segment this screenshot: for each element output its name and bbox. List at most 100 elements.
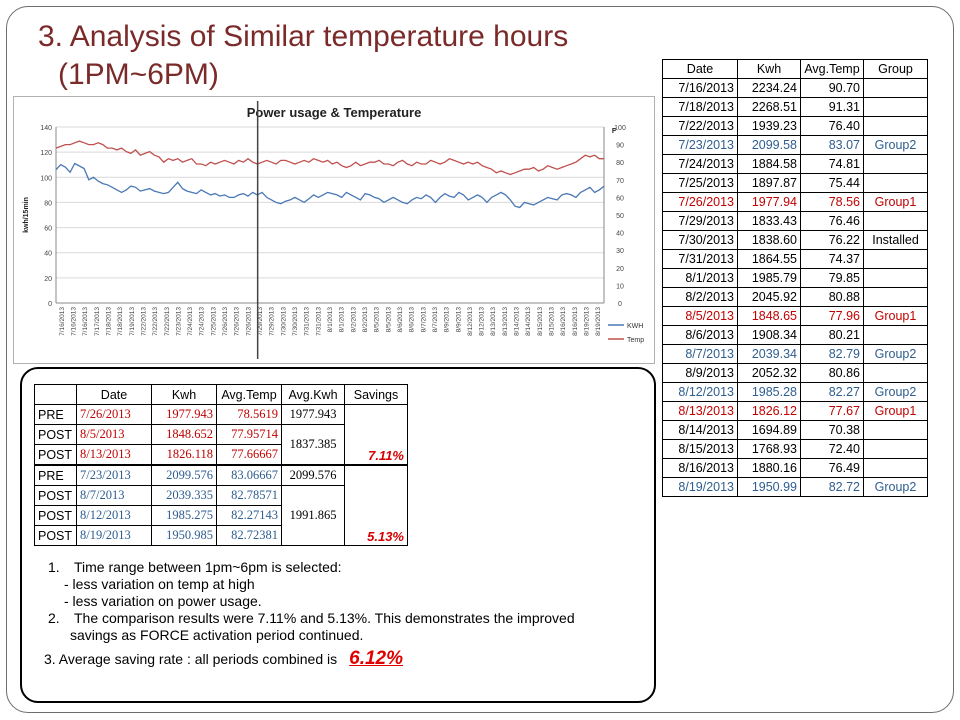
x-tick-label: 8/13/2013 [502,307,509,336]
kwh-cell: 2052.32 [737,363,801,383]
phase-cell: POST [34,444,77,466]
right-tick-label: 90 [616,143,624,150]
x-tick-label: 8/1/2013 [339,307,346,333]
right-tick-label: 50 [616,213,624,220]
table-row: 7/25/2013 1897.87 75.44 [662,173,928,193]
avg-temp-cell: 91.31 [800,97,864,117]
note-2b: savings as FORCE activation period conti… [70,627,364,643]
group-cell [863,458,928,478]
x-tick-label: 7/16/2013 [59,307,66,336]
table-header-row: Date Kwh Avg.Temp Group [662,59,928,79]
kwh-cell: 1985.275 [151,505,217,526]
left-tick-label: 120 [40,150,52,157]
x-tick-label: 7/24/2013 [199,307,206,336]
avg-temp-cell: 74.81 [800,154,864,174]
date-cell: 7/22/2013 [662,116,738,136]
kwh-cell: 1864.55 [737,249,801,269]
kwh-cell: 2045.92 [737,287,801,307]
avg-temp-cell: 76.40 [800,116,864,136]
date-cell: 8/7/2013 [662,344,738,364]
date-cell: 7/23/2013 [662,135,738,155]
x-tick-label: 8/14/2013 [525,307,532,336]
table-row: 8/12/2013 1985.28 82.27 Group2 [662,382,928,402]
kwh-cell: 1939.23 [737,116,801,136]
savings-value: 7.11% [368,448,404,463]
note-1-number: 1. [48,559,60,575]
table-row: 7/18/2013 2268.51 91.31 [662,97,928,117]
summary-col-avg-temp: Avg.Temp [216,384,282,405]
date-cell: 8/6/2013 [662,325,738,345]
x-tick-label: 7/26/2013 [245,307,252,336]
group-cell [863,211,928,231]
kwh-cell: 1950.99 [737,477,801,497]
avg-temp-cell: 76.49 [800,458,864,478]
note-2-text: The comparison results were 7.11% and 5.… [74,610,575,626]
temp-cell: 83.06667 [216,464,282,486]
savings-cell-group2: 5.13% [344,464,408,546]
table-row: 8/1/2013 1985.79 79.85 [662,268,928,288]
date-cell: 8/19/2013 [76,525,152,546]
group-cell [863,154,928,174]
group-cell [863,173,928,193]
x-tick-label: 8/1/2013 [327,307,334,333]
x-tick-label: 7/30/2013 [292,307,299,336]
kwh-cell: 2268.51 [737,97,801,117]
avg-kwh-cell: 2099.576 [281,464,345,486]
table-row: 8/14/2013 1694.89 70.38 [662,420,928,440]
chart-title: Power usage & Temperature [247,105,422,120]
table-row: POST 8/7/2013 2039.335 82.78571 1991.865 [34,485,408,546]
phase-cell: POST [34,505,77,526]
table-row: 7/29/2013 1833.43 76.46 [662,211,928,231]
table-row: 8/16/2013 1880.16 76.49 [662,458,928,478]
kwh-cell: 1950.985 [151,525,217,546]
left-tick-label: 0 [48,301,52,308]
x-tick-label: 8/12/2013 [479,307,486,336]
left-tick-label: 100 [40,175,52,182]
temp-cell: 78.5619 [216,404,282,425]
kwh-cell: 2039.34 [737,344,801,364]
summary-header-row: Date Kwh Avg.Temp Avg.Kwh Savings [34,384,408,405]
x-tick-label: 8/7/2013 [420,307,427,333]
x-tick-label: 7/22/2013 [140,307,147,336]
avg-temp-cell: 80.21 [800,325,864,345]
date-cell: 8/14/2013 [662,420,738,440]
right-tick-label: 10 [616,283,624,290]
kwh-cell: 1694.89 [737,420,801,440]
x-tick-label: 7/19/2013 [129,307,136,336]
table-row: 7/26/2013 1977.94 78.56 Group1 [662,192,928,212]
x-tick-label: 7/29/2013 [257,307,264,336]
group-cell [863,439,928,459]
table-row: 8/13/2013 1826.12 77.67 Group1 [662,401,928,421]
right-tick-label: 60 [616,195,624,202]
date-cell: 8/19/2013 [662,477,738,497]
phase-cell: PRE [34,404,77,425]
x-tick-label: 8/16/2013 [572,307,579,336]
group-cell [863,420,928,440]
kwh-cell: 1833.43 [737,211,801,231]
x-tick-label: 7/18/2013 [105,307,112,336]
x-tick-label: 8/2/2013 [350,307,357,333]
savings-value: 5.13% [367,529,404,544]
table-row: 7/22/2013 1939.23 76.40 [662,116,928,136]
group-cell [863,268,928,288]
date-cell: 7/23/2013 [76,464,152,486]
x-tick-label: 8/19/2013 [595,307,602,336]
daily-data-table: Date Kwh Avg.Temp Group 7/16/2013 2234.24… [662,59,928,497]
kwh-cell: 1838.60 [737,230,801,250]
date-cell: 8/12/2013 [76,505,152,526]
avg-temp-cell: 79.85 [800,268,864,288]
phase-cell: POST [34,525,77,546]
table-row: POST 8/19/2013 1950.985 82.72381 [34,525,408,546]
average-saving-rate: 6.12% [349,648,404,669]
table-row: POST 8/12/2013 1985.275 82.27143 [34,505,408,526]
date-cell: 8/5/2013 [76,424,152,445]
title-line-2: (1PM~6PM) [58,58,219,91]
x-tick-label: 8/13/2013 [490,307,497,336]
avg-temp-cell: 75.44 [800,173,864,193]
kwh-cell: 1880.16 [737,458,801,478]
phase-cell: POST [34,424,77,445]
x-tick-label: 7/26/2013 [222,307,229,336]
group-cell: Group1 [863,192,928,212]
group-cell: Group1 [863,401,928,421]
avg-temp-cell: 82.72 [800,477,864,497]
